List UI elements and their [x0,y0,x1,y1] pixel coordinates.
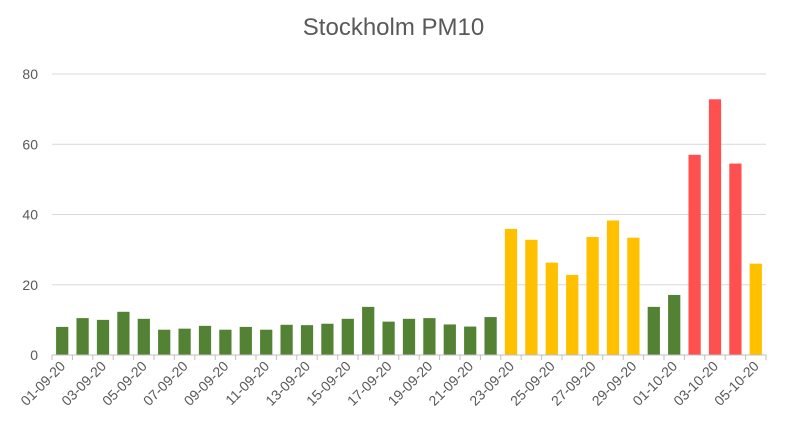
bar-05-09-20 [137,318,150,355]
chart-title: Stockholm PM10 [302,14,485,41]
bar-07-09-20 [178,328,191,355]
bar-25-09-20 [545,262,558,355]
y-tick-label-20: 20 [22,277,38,293]
x-tick-label-09-09-20: 09-09-20 [181,358,232,409]
bar-18-09-20 [402,318,416,355]
bar-30-09-20 [647,306,660,355]
bar-04-10-20 [729,163,742,355]
bar-05-10-20 [749,263,762,355]
bar-29-09-20 [627,237,640,355]
bar-20-09-20 [443,324,456,355]
bar-02-09-20 [76,318,89,355]
bar-15-09-20 [341,318,354,355]
bar-12-09-20 [280,324,293,355]
bar-27-09-20 [586,236,599,355]
y-tick-label-40: 40 [22,207,38,223]
bar-03-09-20 [96,319,110,355]
bar-10-09-20 [239,326,252,355]
bar-04-09-20 [117,311,130,355]
bar-22-09-20 [484,317,497,355]
bar-24-09-20 [525,239,538,355]
bar-28-09-20 [606,220,620,355]
bar-09-09-20 [219,329,232,355]
bar-19-09-20 [423,318,436,355]
y-tick-label-80: 80 [22,66,38,82]
y-tick-label-0: 0 [30,347,38,363]
bar-06-09-20 [158,329,171,355]
bar-17-09-20 [382,321,395,355]
y-tick-label-60: 60 [22,136,38,152]
bar-26-09-20 [566,274,579,355]
bar-13-09-20 [300,325,314,355]
bar-14-09-20 [321,323,334,355]
bar-02-10-20 [688,154,701,355]
bar-23-09-20 [504,228,518,355]
bar-03-10-20 [708,99,722,355]
bar-16-09-20 [362,306,375,355]
bar-01-10-20 [668,294,681,355]
bar-01-09-20 [56,326,69,355]
bar-08-09-20 [198,325,212,355]
bar-21-09-20 [464,326,477,355]
bar-11-09-20 [260,329,273,355]
x-tick-label-05-10-20: 05-10-20 [711,358,762,409]
